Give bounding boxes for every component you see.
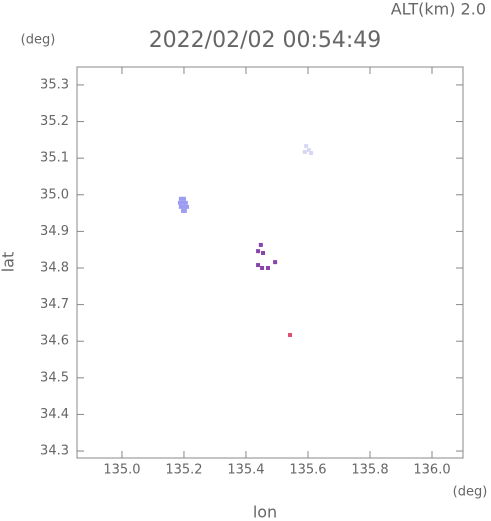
echo-point <box>178 196 183 201</box>
echo-point <box>287 332 292 337</box>
y-tick-label: 34.9 <box>40 224 69 239</box>
x-tick-label: 136.0 <box>413 463 450 478</box>
echo-point <box>304 144 309 149</box>
x-tick-label: 135.4 <box>227 463 264 478</box>
plot-frame <box>76 66 464 459</box>
x-tick-label: 135.8 <box>351 463 388 478</box>
echo-point <box>182 208 187 213</box>
x-tick-label: 135.2 <box>165 463 202 478</box>
y-unit: (deg) <box>21 33 56 48</box>
y-tick-label: 35.0 <box>40 187 69 202</box>
echo-point <box>183 200 188 205</box>
y-tick-label: 34.5 <box>40 370 69 385</box>
y-tick-label: 35.3 <box>40 77 69 92</box>
x-tick-label: 135.6 <box>289 463 326 478</box>
y-tick-label: 34.7 <box>40 297 69 312</box>
echo-point <box>256 249 261 254</box>
echo-point <box>181 200 186 205</box>
echo-point <box>261 250 266 255</box>
echo-point <box>178 204 183 209</box>
echo-point <box>185 204 190 209</box>
y-tick-label: 34.8 <box>40 260 69 275</box>
echo-point <box>309 151 314 156</box>
x-unit: (deg) <box>453 485 488 500</box>
x-tick-label: 135.0 <box>103 463 140 478</box>
y-tick-label: 34.4 <box>40 407 69 422</box>
echo-point <box>256 263 261 268</box>
echo-point <box>302 149 307 154</box>
echo-point <box>265 265 270 270</box>
y-tick-label: 34.3 <box>40 444 69 459</box>
subtitle: ALT(km) 2.0 <box>391 0 486 19</box>
echo-point <box>258 242 263 247</box>
y-tick-label: 35.2 <box>40 114 69 129</box>
y-axis-label: lat <box>0 252 18 273</box>
x-axis-label: lon <box>253 503 277 521</box>
echo-point <box>306 148 311 153</box>
echo-point <box>273 260 278 265</box>
echo-point <box>181 204 186 209</box>
echo-point <box>177 200 182 205</box>
echo-point <box>260 265 265 270</box>
echo-point <box>181 196 186 201</box>
y-tick-label: 35.1 <box>40 151 69 166</box>
chart-title: 2022/02/02 00:54:49 <box>149 28 382 53</box>
y-tick-label: 34.6 <box>40 334 69 349</box>
